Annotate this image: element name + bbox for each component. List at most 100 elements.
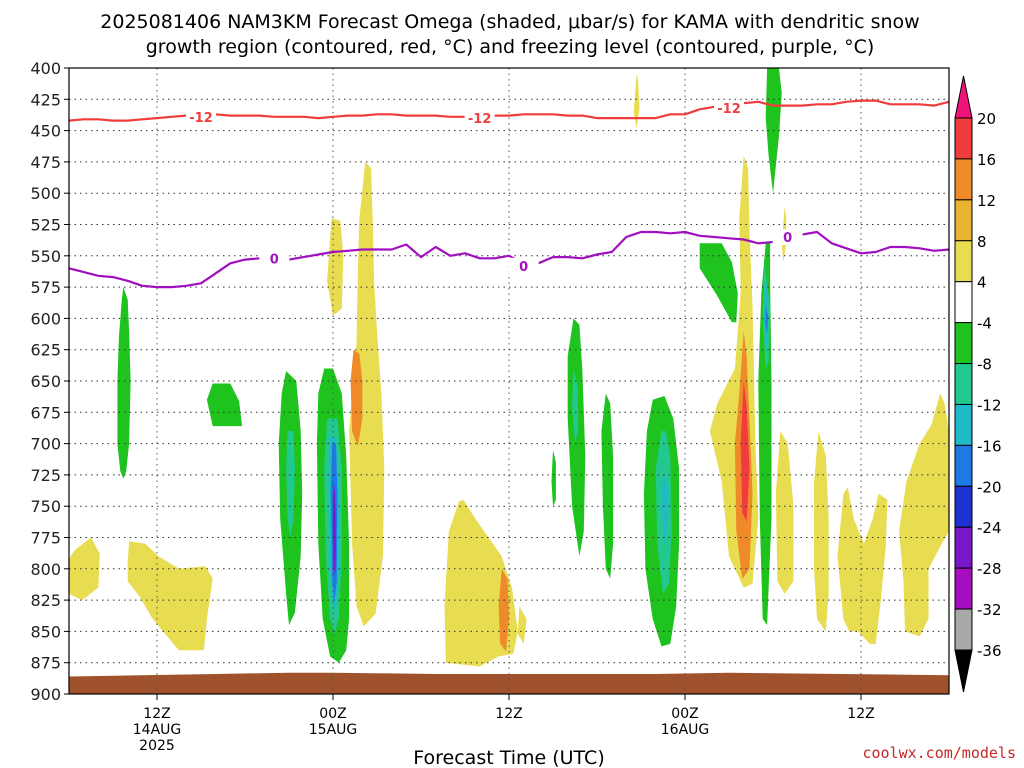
y-tick-label-450: 450 [30, 122, 61, 141]
omega-region-positive-8 [633, 74, 640, 129]
y-tick-label-775: 775 [30, 529, 61, 548]
colorbar-box-2 [954, 199, 973, 242]
omega-region-positive-13 [775, 431, 794, 594]
colorbar-label-7: -12 [977, 396, 1002, 414]
colorbar-label-12: -32 [977, 601, 1002, 619]
colorbar-label-4: 4 [977, 274, 987, 292]
x-tick-label-6-2: 14AUG [133, 722, 182, 738]
omega-region-positive-0 [69, 537, 100, 601]
omega-shading-layer [69, 68, 949, 667]
colorbar-box-7 [954, 403, 973, 446]
colorbar-box-9 [954, 485, 973, 528]
y-tick-label-625: 625 [30, 341, 61, 360]
omega-region-negative-12 [601, 393, 614, 579]
colorbar-box-5 [954, 322, 973, 365]
dgz-contour-label-bg-2 [714, 100, 744, 117]
chart-title-line2: growth region (contoured, red, °C) and f… [146, 36, 875, 58]
colorbar-box-4 [954, 281, 973, 324]
colorbar-box-6 [954, 363, 973, 405]
omega-region-positive-2 [327, 218, 344, 316]
grid-layer [69, 68, 949, 694]
credit-text: coolwx.com/models [862, 744, 1016, 762]
omega-region-positive-1 [127, 541, 213, 651]
colorbar-box-3 [954, 240, 973, 283]
freezing-level-contour-label-0: 0 [270, 252, 279, 267]
colorbar-box-10 [954, 526, 973, 569]
colorbar-bottom-arrow [954, 649, 973, 693]
omega-region-positive-4 [350, 349, 363, 447]
x-tick-label-18-2: 15AUG [309, 722, 358, 738]
omega-region-positive-14 [814, 431, 829, 632]
omega-region-positive-7 [517, 606, 527, 644]
omega-region-negative-10 [572, 368, 578, 444]
omega-region-negative-16 [699, 243, 738, 323]
freezing-level-contour-label-bg-1 [508, 257, 539, 274]
x-tick-label-42-2: 16AUG [661, 722, 710, 738]
y-tick-label-500: 500 [30, 184, 61, 203]
freezing-level-contour-label-bg-0 [259, 250, 290, 267]
freezing-level-contour-label-2: 0 [783, 231, 792, 246]
y-tick-label-550: 550 [30, 247, 61, 266]
y-tick-label-900: 900 [30, 685, 61, 704]
colorbar-label-10: -24 [977, 519, 1002, 537]
y-tick-label-575: 575 [30, 278, 61, 297]
colorbar-label-8: -16 [977, 437, 1002, 455]
y-axis: 400 425 450 475 500 525 550 575 600 625 650 675 700 7… [30, 59, 69, 704]
y-tick-label-425: 425 [30, 90, 61, 109]
dgz-contour-label-0: -12 [189, 111, 213, 126]
x-tick-label-54-1: 12Z [847, 706, 874, 722]
y-tick-label-475: 475 [30, 153, 61, 172]
colorbar-top-arrow [954, 75, 973, 119]
omega-region-positive-15 [837, 487, 888, 644]
omega-region-positive-11 [740, 381, 750, 522]
omega-region-negative-0 [117, 287, 131, 479]
x-tick-label-42-1: 00Z [671, 706, 698, 722]
dgz-contour-label-bg-0 [186, 108, 216, 125]
x-tick-label-6-3: 2025 [139, 738, 175, 754]
y-tick-label-700: 700 [30, 435, 61, 454]
omega-region-negative-9 [567, 318, 586, 557]
omega-region-negative-21 [765, 305, 768, 334]
omega-region-positive-16 [899, 393, 949, 637]
y-tick-label-525: 525 [30, 216, 61, 235]
colorbar-label-3: 8 [977, 233, 987, 251]
colorbar-box-8 [954, 444, 973, 487]
y-tick-label-875: 875 [30, 654, 61, 673]
omega-region-negative-8 [333, 481, 336, 576]
y-tick-label-600: 600 [30, 309, 61, 328]
x-tick-label-18-1: 00Z [319, 706, 346, 722]
y-tick-label-675: 675 [30, 403, 61, 422]
y-tick-label-850: 850 [30, 622, 61, 641]
x-axis-label: Forecast Time (UTC) [413, 747, 604, 768]
dgz-contour-label-1: -12 [468, 112, 492, 127]
y-tick-label-650: 650 [30, 372, 61, 391]
freezing-level-contour-label-bg-2 [772, 229, 803, 246]
dgz-contour-label-2: -12 [717, 102, 741, 117]
colorbar-box-12 [954, 608, 973, 651]
colorbar-box-11 [954, 567, 973, 610]
colorbar-label-9: -20 [977, 478, 1002, 496]
colorbar-label-11: -28 [977, 560, 1002, 578]
omega-region-positive-3 [349, 161, 385, 627]
x-tick-label-6-1: 12Z [143, 706, 170, 722]
y-tick-label-825: 825 [30, 591, 61, 610]
terrain-layer [69, 672, 949, 694]
y-tick-label-750: 750 [30, 497, 61, 516]
y-tick-label-800: 800 [30, 560, 61, 579]
omega-region-negative-1 [206, 383, 243, 427]
freezing-level-contour-label-1: 0 [519, 260, 528, 275]
colorbar-label-5: -4 [977, 315, 992, 333]
contour-layer: -12 -12 -12 0 0 0 [68, 99, 950, 289]
dgz-contour-label-bg-1 [464, 110, 495, 127]
y-tick-label-725: 725 [30, 466, 61, 485]
omega-region-negative-3 [286, 431, 295, 538]
colorbar-box-0 [954, 117, 973, 160]
colorbar-label-2: 12 [977, 192, 996, 210]
colorbar-label-0: 20 [977, 110, 996, 128]
colorbar-box-1 [954, 158, 973, 201]
omega-region-positive-6 [498, 568, 509, 652]
colorbar-label-13: -36 [977, 642, 1002, 660]
colorbar: 20 16 12 8 4 -4 -8 -12 -16 -20 -24 -28 -32 -36 [954, 75, 1002, 693]
